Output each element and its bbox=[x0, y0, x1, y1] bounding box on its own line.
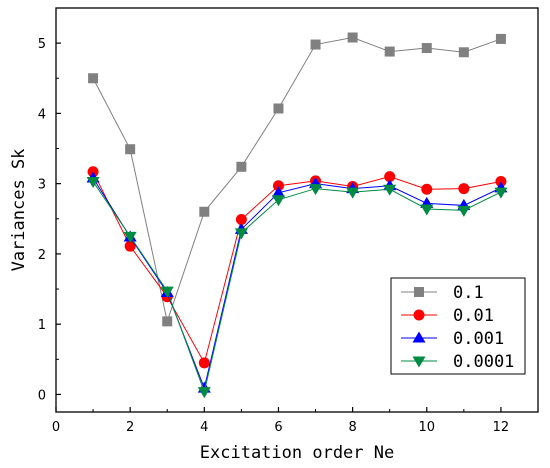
plot-frame bbox=[55, 7, 539, 413]
data-point bbox=[160, 286, 174, 298]
data-point bbox=[271, 186, 285, 198]
data-point bbox=[198, 357, 210, 369]
x-tick-label: 12 bbox=[493, 420, 510, 435]
x-tick-label: 2 bbox=[126, 420, 134, 435]
series-line bbox=[92, 177, 502, 390]
legend-item: 0.001 bbox=[401, 329, 504, 349]
data-point bbox=[236, 161, 247, 172]
legend-item: 0.0001 bbox=[401, 352, 514, 372]
legend-item: 0.1 bbox=[401, 283, 484, 303]
y-tick-label: 1 bbox=[38, 318, 46, 333]
y-tick-label: 5 bbox=[38, 37, 46, 52]
series-layer bbox=[86, 32, 508, 399]
legend-marker bbox=[412, 356, 426, 368]
legend: 0.1 0.01 0.001 0.0001 bbox=[390, 277, 526, 375]
data-point bbox=[347, 32, 358, 43]
x-tick-label: 8 bbox=[348, 420, 356, 435]
legend-label: 0.01 bbox=[453, 306, 494, 326]
legend-box bbox=[390, 277, 526, 375]
y-axis-label: Variances Sk bbox=[9, 149, 29, 272]
data-point bbox=[458, 183, 470, 195]
y-tick-label: 4 bbox=[38, 107, 46, 122]
data-point bbox=[271, 195, 285, 207]
x-tick-label: 0 bbox=[52, 420, 60, 435]
data-point bbox=[162, 316, 173, 327]
data-point bbox=[124, 240, 136, 252]
data-point bbox=[495, 33, 506, 44]
data-point bbox=[234, 228, 248, 240]
data-point bbox=[384, 171, 396, 183]
series-line bbox=[92, 171, 502, 365]
data-point bbox=[88, 73, 99, 84]
data-point bbox=[235, 213, 247, 225]
legend-label: 0.1 bbox=[453, 283, 484, 303]
data-point bbox=[346, 187, 360, 199]
data-point bbox=[457, 205, 471, 217]
legend-marker bbox=[413, 309, 425, 321]
legend-marker bbox=[412, 331, 426, 343]
y-tick-label: 3 bbox=[38, 178, 46, 193]
data-point bbox=[420, 204, 434, 216]
data-point bbox=[86, 177, 100, 189]
data-point bbox=[123, 231, 137, 243]
legend-item: 0.01 bbox=[401, 306, 494, 326]
data-point bbox=[273, 103, 284, 114]
data-point bbox=[458, 47, 469, 58]
x-axis-label: Excitation order Ne bbox=[200, 443, 394, 463]
series-line bbox=[92, 181, 502, 394]
series-0 bbox=[88, 32, 506, 327]
x-tick-label: 10 bbox=[418, 420, 435, 435]
data-point bbox=[199, 206, 210, 217]
x-tick-label: 4 bbox=[200, 420, 208, 435]
data-point bbox=[421, 43, 432, 54]
legend-label: 0.001 bbox=[453, 329, 504, 349]
data-point bbox=[383, 184, 397, 196]
data-point bbox=[197, 387, 211, 399]
legend-marker bbox=[414, 287, 424, 297]
data-point bbox=[125, 144, 136, 155]
legend-label: 0.0001 bbox=[453, 352, 514, 372]
y-tick-label: 2 bbox=[38, 248, 46, 263]
x-tick-label: 6 bbox=[274, 420, 282, 435]
data-point bbox=[310, 39, 321, 50]
y-tick-label: 0 bbox=[38, 388, 46, 403]
data-point bbox=[384, 46, 395, 57]
data-point bbox=[272, 180, 284, 192]
data-point bbox=[309, 184, 323, 196]
series-line bbox=[92, 36, 502, 324]
series-1 bbox=[87, 166, 507, 369]
series-3 bbox=[86, 177, 508, 399]
data-point bbox=[421, 183, 433, 195]
data-point bbox=[494, 187, 508, 199]
